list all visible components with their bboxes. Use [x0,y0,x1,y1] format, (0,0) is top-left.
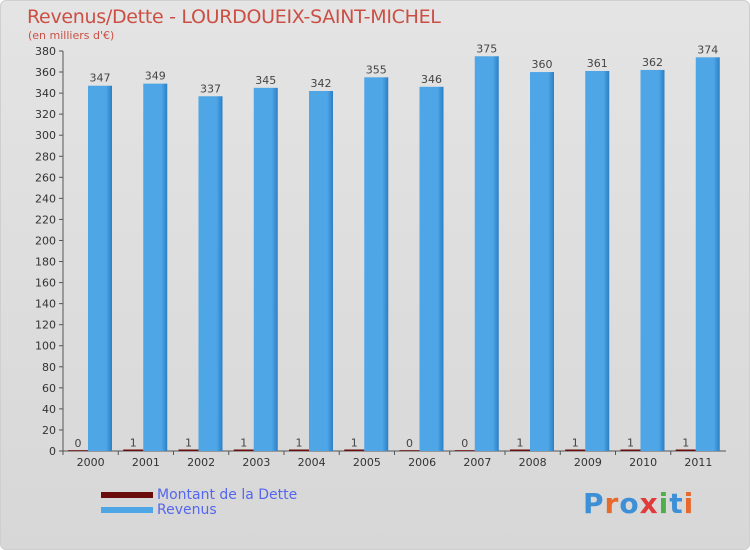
x-tick-label: 2011 [684,456,712,469]
data-label-debt: 1 [240,437,247,450]
brand-letter: i [683,487,695,520]
x-tick-label: 2000 [77,456,105,469]
y-tick-label: 140 [35,298,56,311]
y-tick-label: 20 [42,424,56,437]
x-tick-label: 2002 [187,456,215,469]
bar-debt [289,449,309,451]
y-tick-label: 360 [35,66,56,79]
bar-revenue [143,83,168,451]
brand-letter: x [639,487,659,520]
x-tick-label: 2006 [408,456,436,469]
bar-debt [454,450,475,451]
data-label-debt: 0 [75,437,82,450]
bar-revenue [309,91,333,451]
x-tick-label: 2001 [132,456,160,469]
y-tick-label: 220 [35,213,56,226]
data-label-debt: 1 [130,437,137,450]
y-tick-label: 200 [35,234,56,247]
data-label-revenue: 361 [587,57,608,70]
x-tick-label: 2009 [574,456,602,469]
bar-revenue [585,71,610,451]
y-tick-label: 80 [42,361,56,374]
bar-debt [178,449,199,451]
x-tick-label: 2008 [519,456,547,469]
bar-revenue [198,96,223,452]
y-tick-label: 340 [35,87,56,100]
data-label-revenue: 374 [697,43,718,56]
y-tick-label: 280 [35,150,56,163]
bar-revenue [640,69,665,452]
data-label-revenue: 342 [311,77,332,90]
data-label-debt: 1 [517,437,524,450]
y-tick-label: 320 [35,108,56,121]
y-tick-label: 60 [42,382,56,395]
bar-debt [675,449,696,451]
bar-debt [68,450,88,451]
brand-logo: Proxiti [583,487,694,520]
data-label-debt: 1 [351,437,358,450]
bar-debt [620,449,641,451]
brand-letter: r [604,487,620,520]
y-tick-label: 260 [35,171,56,184]
data-label-debt: 1 [296,437,303,450]
legend-swatch-debt [101,492,153,498]
data-label-revenue: 345 [255,74,276,87]
legend-item-debt: Montant de la Dette [101,487,297,503]
data-label-revenue: 337 [200,82,221,95]
data-label-debt: 1 [572,437,579,450]
data-label-revenue: 349 [145,70,166,83]
y-tick-label: 240 [35,192,56,205]
data-label-debt: 1 [627,437,634,450]
y-tick-label: 160 [35,277,56,290]
y-tick-label: 100 [35,340,56,353]
brand-letter: t [669,487,684,520]
data-label-revenue: 362 [642,56,663,69]
bar-revenue [88,85,112,451]
data-label-debt: 0 [461,437,468,450]
data-label-revenue: 375 [476,42,497,55]
chart-title: Revenus/Dette - LOURDOUEIX-SAINT-MICHEL [27,6,441,28]
y-tick-label: 0 [49,445,56,458]
y-tick-label: 300 [35,129,56,142]
brand-letter: P [583,487,605,520]
data-label-debt: 0 [406,437,413,450]
x-tick-label: 2004 [298,456,326,469]
y-tick-label: 40 [42,403,56,416]
data-label-debt: 1 [682,437,689,450]
bar-debt [233,449,254,451]
x-tick-label: 2007 [463,456,491,469]
y-tick-label: 120 [35,319,56,332]
bar-debt [123,449,144,451]
bar-revenue [253,87,278,451]
legend-label-revenue: Revenus [157,502,217,518]
bar-revenue [474,56,499,452]
chart-subtitle: (en milliers d'€) [28,29,115,42]
legend-swatch-revenue [101,507,153,513]
brand-letter: i [658,487,670,520]
bar-debt [565,449,586,451]
data-label-revenue: 347 [90,72,111,85]
data-label-revenue: 360 [532,58,553,71]
bar-debt [510,449,530,451]
legend-item-revenue: Revenus [101,502,217,518]
bar-debt [344,449,365,451]
y-tick-label: 380 [35,45,56,58]
bar-revenue [419,86,444,451]
bar-revenue [530,72,554,451]
bar-revenue [364,77,389,451]
brand-letter: o [619,487,640,520]
legend-label-debt: Montant de la Dette [157,487,298,503]
data-label-revenue: 346 [421,73,442,86]
data-label-debt: 1 [185,437,192,450]
y-tick-label: 180 [35,256,56,269]
x-tick-label: 2010 [629,456,657,469]
x-tick-label: 2003 [242,456,270,469]
x-tick-label: 2005 [353,456,381,469]
bar-revenue [695,57,720,451]
bar-debt [399,450,420,451]
data-label-revenue: 355 [366,63,387,76]
